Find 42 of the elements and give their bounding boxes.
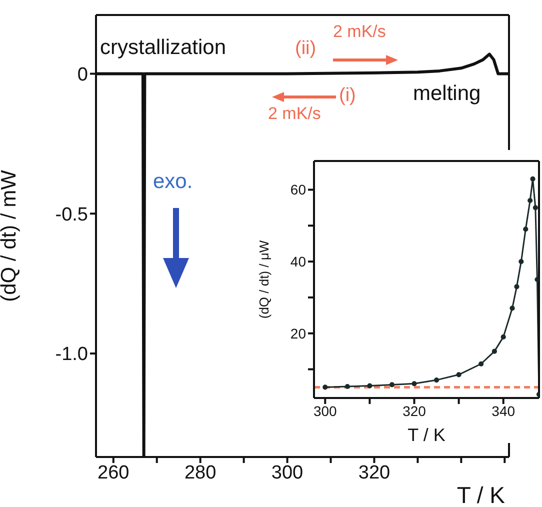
x-tick-label: 320 [358,462,390,484]
point [528,198,533,204]
point [344,384,350,390]
y-tick-label: 40 [290,254,306,270]
x-tick-label: 320 [402,402,426,419]
y-tick-label: -0.5 [55,204,88,226]
point [514,284,520,290]
annotation: exo. [153,170,193,194]
point [530,176,536,182]
annotation: melting [413,82,481,106]
annotation: (i) [339,85,356,107]
point [532,205,538,210]
x-tick-label: 300 [271,462,304,484]
point [500,334,506,340]
point [534,276,539,282]
y-tick-label: 60 [290,182,306,198]
point [478,361,484,366]
y-axis-title: (dQ / dt) / mW [0,170,20,302]
point [434,377,440,383]
point [510,306,515,311]
x-tick-label: 280 [184,462,216,484]
x-tick-label: 300 [313,402,338,419]
point [456,372,462,378]
y-tick-label: -1.0 [55,344,88,366]
y-tick-label: 0 [77,64,88,86]
point [367,383,372,388]
point [322,384,328,390]
annotation: crystallization [100,36,226,60]
annotation: 2 mK/s [333,22,386,42]
x-axis-title: T / K [408,425,446,445]
point [492,348,497,354]
annotation: (ii) [295,38,316,60]
x-tick-label: 260 [98,462,130,484]
point [523,226,528,232]
annotation: 2 mK/s [268,104,321,124]
x-tick-label: 340 [492,402,516,419]
y-tick-label: 20 [290,325,306,342]
point [518,258,524,264]
point [412,381,417,386]
x-axis-title: T / K [456,482,506,507]
point [389,382,395,388]
y-axis-title: (dQ / dt) / μW [256,240,272,319]
